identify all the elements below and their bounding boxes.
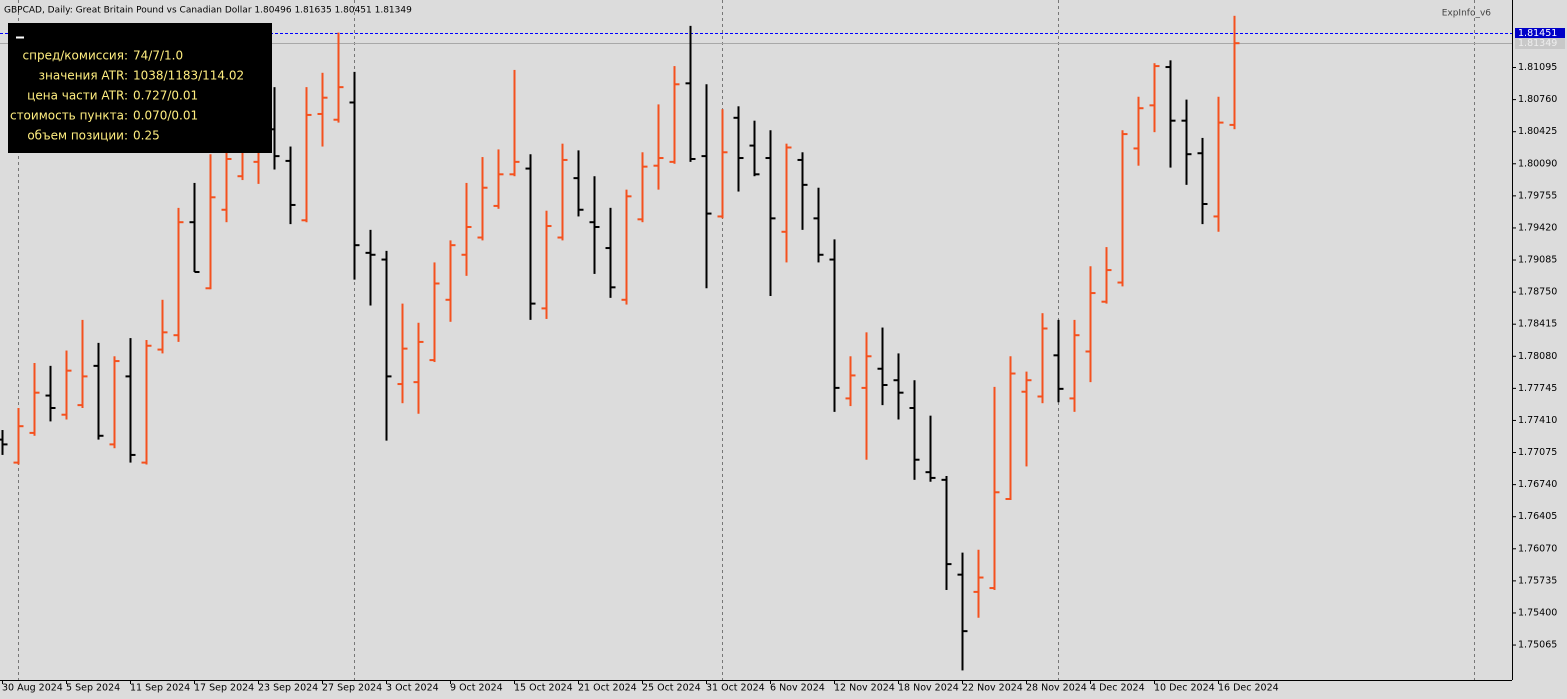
y-tick-label: 1.78080 xyxy=(1518,351,1557,362)
x-tick-label: 23 Sep 2024 xyxy=(258,683,318,694)
info-value: 0.727/0.01 xyxy=(133,89,198,103)
info-value: 74/7/1.0 xyxy=(133,49,183,63)
price-label-box xyxy=(1515,28,1565,39)
y-tick-label: 1.79755 xyxy=(1518,190,1557,201)
y-tick-label: 1.76405 xyxy=(1518,511,1557,522)
y-tick-label: 1.79085 xyxy=(1518,255,1557,266)
info-value: 1038/1183/114.02 xyxy=(133,69,244,83)
x-tick-label: 9 Oct 2024 xyxy=(450,683,503,694)
x-tick-label: 12 Nov 2024 xyxy=(834,683,895,694)
x-tick-label: 16 Dec 2024 xyxy=(1218,683,1279,694)
x-tick-label: 22 Nov 2024 xyxy=(962,683,1023,694)
y-tick-label: 1.77075 xyxy=(1518,447,1557,458)
price-label-box xyxy=(1515,38,1565,49)
y-tick-label: 1.76740 xyxy=(1518,479,1557,490)
x-tick-label: 30 Aug 2024 xyxy=(2,683,63,694)
info-value: 0.070/0.01 xyxy=(133,109,198,123)
x-tick-label: 15 Oct 2024 xyxy=(514,683,573,694)
y-tick-label: 1.81095 xyxy=(1518,62,1557,73)
x-tick-label: 25 Oct 2024 xyxy=(642,683,701,694)
plot xyxy=(0,15,1512,671)
x-tick-label: 10 Dec 2024 xyxy=(1154,683,1215,694)
header: GBPCAD, Daily: Great Britain Pound vs Ca… xyxy=(4,6,412,16)
info-label: значения ATR: xyxy=(39,69,128,83)
y-tick-label: 1.80425 xyxy=(1518,126,1557,137)
y-tick-label: 1.77410 xyxy=(1518,415,1557,426)
x-tick-label: 4 Dec 2024 xyxy=(1090,683,1145,694)
y-tick-label: 1.78750 xyxy=(1518,287,1557,298)
x-tick-label: 28 Nov 2024 xyxy=(1026,683,1087,694)
info-label: объем позиции: xyxy=(27,129,128,143)
x-tick-label: 3 Oct 2024 xyxy=(386,683,439,694)
x-tick-label: 31 Oct 2024 xyxy=(706,683,765,694)
period-separators xyxy=(18,0,1475,680)
price-label: 1.81451 xyxy=(1518,28,1557,39)
y-tick-label: 1.80760 xyxy=(1518,94,1557,105)
y-tick-label: 1.77745 xyxy=(1518,383,1557,394)
info-value: 0.25 xyxy=(133,129,160,143)
x-tick-label: 11 Sep 2024 xyxy=(130,683,190,694)
y-tick-label: 1.78415 xyxy=(1518,319,1557,330)
indicator-name: ExpInfo_v6 xyxy=(1442,9,1492,19)
x-tick-label: 17 Sep 2024 xyxy=(194,683,254,694)
y-tick-label: 1.75065 xyxy=(1518,640,1557,651)
info-background xyxy=(8,23,272,153)
info-label: стоимость пункта: xyxy=(10,109,128,123)
x-tick-label: 6 Nov 2024 xyxy=(770,683,825,694)
x-tick-label: 27 Sep 2024 xyxy=(322,683,382,694)
info-panel: спред/комиссия: 74/7/1.0 значения ATR: 1038… xyxy=(8,23,272,153)
y-tick-label: 1.76070 xyxy=(1518,543,1557,554)
x-tick-label: 21 Oct 2024 xyxy=(578,683,637,694)
y-tick-label: 1.75400 xyxy=(1518,607,1557,618)
y-tick-label: 1.79420 xyxy=(1518,222,1557,233)
info-label: цена части ATR: xyxy=(27,89,128,103)
y-tick-label: 1.75735 xyxy=(1518,575,1557,586)
price-label: 1.81349 xyxy=(1518,38,1557,49)
info-label: спред/комиссия: xyxy=(23,49,128,63)
x-tick-label: 5 Sep 2024 xyxy=(66,683,120,694)
y-tick-label: 1.80090 xyxy=(1518,158,1557,169)
x-tick-label: 18 Nov 2024 xyxy=(898,683,959,694)
